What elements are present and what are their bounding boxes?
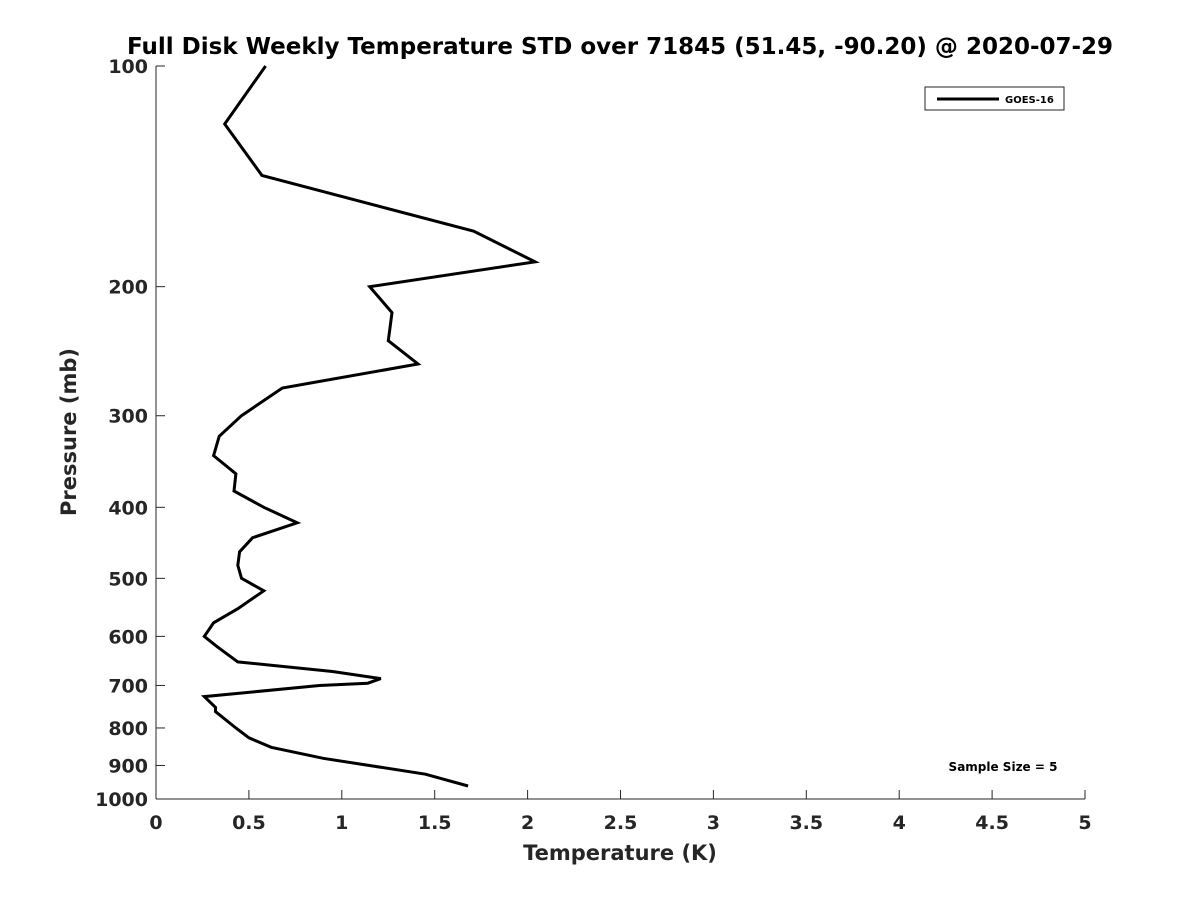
sample-size-annotation: Sample Size = 5 [949, 760, 1058, 774]
x-tick-label: 2 [521, 812, 534, 834]
x-tick-label: 4 [893, 812, 906, 834]
y-tick-label: 300 [108, 406, 148, 428]
y-tick-label: 200 [108, 277, 148, 299]
legend-entry-goes-16: GOES-16 [1005, 95, 1054, 106]
y-tick-label: 800 [108, 718, 148, 740]
x-tick-label: 4.5 [975, 812, 1009, 834]
y-tick-label: 1000 [95, 789, 148, 811]
x-tick-label: 3 [707, 812, 720, 834]
x-tick-label: 2.5 [604, 812, 638, 834]
x-tick-label: 1.5 [418, 812, 452, 834]
chart-title: Full Disk Weekly Temperature STD over 71… [127, 34, 1113, 60]
x-tick-label: 1 [335, 812, 348, 834]
y-tick-label: 100 [108, 56, 148, 78]
y-tick-label: 900 [108, 755, 148, 777]
x-axis-label: Temperature (K) [523, 841, 717, 865]
series-line-goes-16 [200, 65, 540, 788]
x-tick-label: 0.5 [232, 812, 266, 834]
x-tick-label: 3.5 [789, 812, 823, 834]
y-axis-label: Pressure (mb) [57, 348, 81, 516]
x-tick-label: 5 [1078, 812, 1091, 834]
y-tick-label: 500 [108, 568, 148, 590]
y-tick-label: 600 [108, 626, 148, 648]
y-tick-label: 700 [108, 675, 148, 697]
legend: GOES-16 [924, 86, 1065, 111]
x-tick-label: 0 [149, 812, 162, 834]
y-tick-label: 400 [108, 497, 148, 519]
